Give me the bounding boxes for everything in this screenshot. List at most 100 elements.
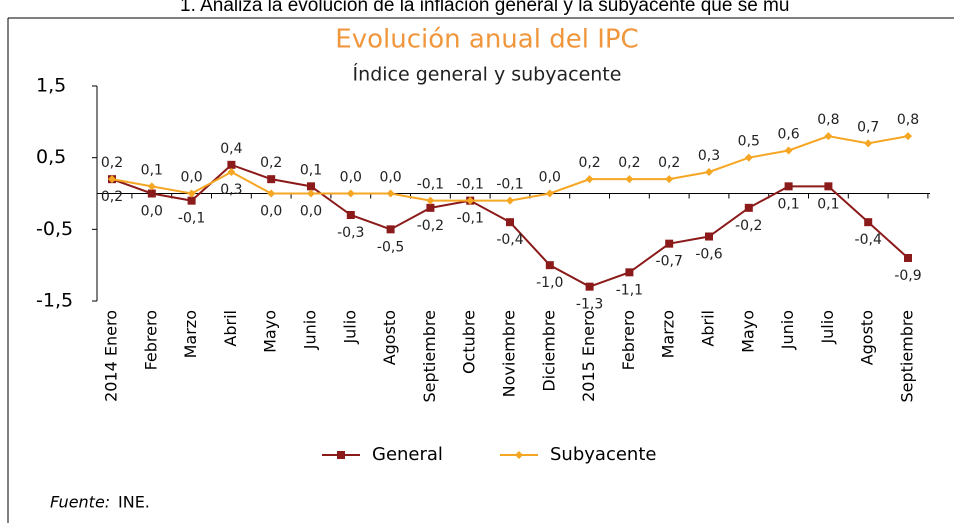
marker	[506, 218, 514, 227]
marker	[824, 132, 833, 141]
marker	[147, 182, 156, 191]
data-label: -1,3	[576, 297, 603, 313]
source: INE.	[118, 493, 150, 512]
data-label: -0,1	[457, 211, 484, 227]
data-label: -0,3	[337, 225, 364, 241]
data-label: -1,1	[616, 282, 643, 298]
chart-title: Evolución anual del IPC	[335, 25, 638, 55]
data-label: 0,0	[539, 170, 561, 186]
x-tick-label: Marzo	[659, 310, 678, 358]
x-tick-label: Abril	[699, 310, 718, 347]
marker	[625, 175, 634, 184]
x-tick-label: Octubre	[460, 310, 479, 374]
marker	[705, 168, 713, 176]
x-tick-label: Agosto	[380, 310, 399, 365]
data-label: 0,2	[618, 155, 640, 171]
data-label: -0,7	[656, 254, 683, 270]
marker	[665, 239, 674, 248]
data-label: 0,6	[777, 127, 799, 143]
marker	[864, 218, 873, 227]
marker	[784, 182, 793, 191]
chart-subtitle: Índice general y subyacente	[353, 63, 622, 86]
x-tick-label: Junio	[301, 310, 320, 350]
data-label: -0,5	[377, 239, 404, 255]
marker	[585, 282, 594, 291]
marker	[466, 196, 475, 205]
marker	[346, 211, 355, 219]
data-label: 0,1	[777, 196, 799, 212]
marker	[864, 139, 873, 148]
x-tick-label: 2014 Enero	[102, 310, 121, 402]
data-label: 0,4	[220, 141, 242, 157]
x-tick-label: Febrero	[141, 310, 160, 370]
frame	[7, 17, 954, 523]
y-tick-label: 0,5	[36, 146, 66, 168]
x-tick-label: Mayo	[261, 310, 280, 353]
data-label: 0,1	[300, 162, 322, 178]
marker	[545, 261, 554, 270]
data-label: 0,3	[220, 182, 242, 198]
marker	[625, 268, 634, 277]
marker	[426, 196, 435, 205]
x-tick-label: Septiembre	[898, 310, 917, 403]
marker	[307, 182, 315, 191]
data-label: 0,8	[817, 112, 839, 128]
marker	[506, 196, 514, 205]
data-label: 0,1	[141, 162, 163, 178]
x-tick-label: Diciembre	[539, 310, 558, 392]
data-label: 0,3	[698, 148, 720, 164]
source-label: Fuente:	[50, 493, 110, 512]
marker	[307, 189, 315, 198]
marker	[426, 203, 435, 212]
data-label: -0,1	[457, 177, 484, 193]
data-label: -0,1	[417, 177, 444, 193]
data-label: 0,2	[101, 189, 123, 205]
data-label: 0,7	[857, 119, 879, 135]
x-tick-label: Marzo	[181, 310, 200, 358]
legend-label: General	[372, 444, 443, 465]
marker	[585, 175, 594, 184]
x-tick-label: Abril	[221, 310, 240, 347]
marker	[187, 189, 196, 198]
x-tick-label: Junio	[778, 310, 797, 350]
marker	[108, 175, 116, 184]
data-label: 0,0	[141, 204, 163, 220]
marker	[346, 189, 355, 198]
marker	[227, 160, 236, 169]
y-tick-label: -0,5	[36, 218, 73, 240]
data-label: 0,0	[300, 204, 322, 220]
data-label: 0,0	[379, 170, 401, 186]
marker	[267, 175, 276, 184]
data-label: 0,2	[260, 155, 282, 171]
marker	[784, 146, 793, 155]
x-tick-label: Julio	[818, 310, 837, 345]
x-tick-label: Mayo	[738, 310, 757, 353]
marker	[744, 153, 753, 162]
data-label: 0,8	[897, 112, 919, 128]
data-label: -0,2	[417, 218, 444, 234]
x-tick-label: Agosto	[858, 310, 877, 365]
marker	[744, 203, 753, 212]
x-tick-label: 2015 Enero	[579, 310, 598, 402]
marker	[904, 132, 912, 141]
data-label: -0,4	[855, 232, 882, 248]
data-label: -0,1	[178, 211, 205, 227]
legend-marker	[515, 451, 523, 459]
data-label: 0,0	[340, 170, 362, 186]
marker	[187, 196, 196, 205]
data-label: 0,1	[817, 196, 839, 212]
y-tick-label: 1,5	[36, 75, 66, 97]
x-tick-label: Noviembre	[500, 310, 519, 397]
data-label: -0,6	[695, 247, 722, 263]
marker	[824, 182, 833, 191]
marker	[705, 232, 713, 241]
marker	[904, 254, 912, 262]
x-tick-label: Septiembre	[420, 310, 439, 403]
y-tick-label: -1,5	[36, 290, 73, 312]
marker	[386, 225, 395, 234]
data-label: -0,1	[496, 177, 523, 193]
marker	[267, 189, 276, 198]
data-label: 0,2	[658, 155, 680, 171]
marker	[665, 175, 674, 184]
